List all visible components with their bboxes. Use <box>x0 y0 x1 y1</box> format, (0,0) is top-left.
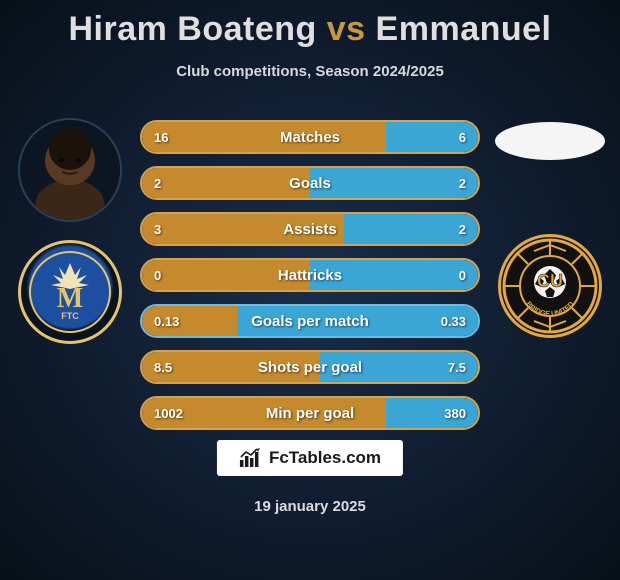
right-player-column: CU BRIDGE UNITED <box>490 118 610 338</box>
player1-club-crest: M FTC <box>18 240 122 344</box>
stat-label: Assists <box>142 214 478 244</box>
stat-bar-row: 166Matches <box>140 120 480 154</box>
stat-label: Goals <box>142 168 478 198</box>
stat-label: Shots per goal <box>142 352 478 382</box>
player1-name: Hiram Boateng <box>68 10 316 48</box>
brand-text: FcTables.com <box>269 448 381 468</box>
stat-label: Min per goal <box>142 398 478 428</box>
stat-bar-row: 1002380Min per goal <box>140 396 480 430</box>
player1-avatar <box>18 118 122 222</box>
player2-name: Emmanuel <box>376 10 552 48</box>
subtitle: Club competitions, Season 2024/2025 <box>0 63 620 80</box>
stat-bar-row: 22Goals <box>140 166 480 200</box>
player2-club-crest: CU BRIDGE UNITED <box>498 234 602 338</box>
club2-badge-letters: CU <box>537 271 563 291</box>
comparison-title: Hiram Boateng vs Emmanuel <box>0 0 620 49</box>
vs-text: vs <box>327 10 366 48</box>
brand-chart-icon <box>239 448 261 468</box>
player2-avatar-placeholder <box>495 122 605 160</box>
date-text: 19 january 2025 <box>0 498 620 515</box>
stat-label: Hattricks <box>142 260 478 290</box>
stat-label: Goals per match <box>142 306 478 336</box>
stat-label: Matches <box>142 122 478 152</box>
stat-bar-row: 0.130.33Goals per match <box>140 304 480 338</box>
stat-bar-row: 32Assists <box>140 212 480 246</box>
club1-badge-letter: M <box>57 283 83 314</box>
stat-bar-row: 00Hattricks <box>140 258 480 292</box>
club1-badge-sub: FTC <box>61 311 79 321</box>
left-player-column: M FTC <box>10 118 130 344</box>
stat-bars-container: 166Matches 22Goals 32Assists 00Hattricks 0.1… <box>140 120 480 430</box>
stat-bar-row: 8.57.5Shots per goal <box>140 350 480 384</box>
brand-badge: FcTables.com <box>217 440 403 476</box>
